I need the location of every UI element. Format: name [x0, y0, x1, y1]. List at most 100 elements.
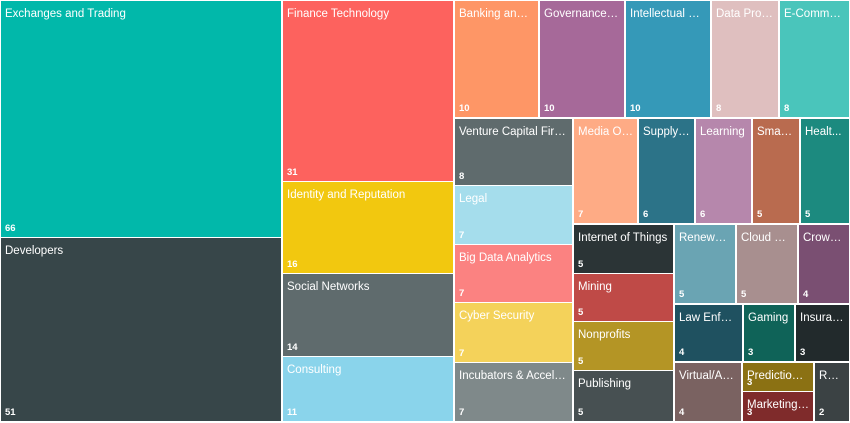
treemap-tile-value: 6 — [700, 209, 706, 220]
treemap-tile-value: 5 — [578, 407, 584, 418]
treemap-tile-value: 5 — [805, 209, 811, 220]
treemap-tile-publishing[interactable]: Publishing 5 — [574, 371, 673, 421]
treemap-tile-value: 16 — [287, 259, 298, 270]
treemap-tile-e-commer[interactable]: E-Commer... 8 — [780, 1, 849, 117]
treemap-tile-label: Exchanges and Trading — [5, 8, 126, 20]
treemap-tile-social-networks[interactable]: Social Networks 14 — [283, 274, 453, 356]
treemap-tile-label: Healt... — [805, 126, 842, 138]
treemap-tile-value: 5 — [679, 289, 685, 300]
treemap-tile-value: 7 — [459, 230, 465, 241]
treemap-tile-marketing[interactable]: Marketing ... 3 — [743, 392, 813, 421]
treemap-tile-value: 2 — [819, 407, 825, 418]
treemap-tile-label: Governance a... — [544, 8, 620, 20]
treemap-tile-label: Cloud Se... — [741, 232, 793, 244]
treemap-tile-value: 4 — [803, 289, 809, 300]
treemap-tile-label: Identity and Reputation — [287, 189, 406, 201]
treemap-tile-value: 66 — [5, 223, 16, 234]
treemap-tile-label: Cyber Security — [459, 310, 535, 322]
treemap-tile-label: Media Ou... — [578, 126, 633, 138]
treemap-tile-media-ou[interactable]: Media Ou... 7 — [574, 119, 637, 223]
treemap-tile-label: Intellectual Pr... — [630, 8, 706, 20]
treemap-tile-label: Renewab... — [679, 232, 731, 244]
treemap-tile-cloud-se[interactable]: Cloud Se... 5 — [737, 225, 797, 303]
treemap-tile-crowd[interactable]: Crowd... 4 — [799, 225, 849, 303]
treemap-tile-virtual-au[interactable]: Virtual/Au... 4 — [675, 363, 741, 421]
treemap-tile-label: Law Enforc... — [679, 312, 738, 324]
treemap-tile-label: Social Networks — [287, 281, 370, 293]
treemap-tile-label: Developers — [5, 245, 64, 257]
treemap-tile-value: 5 — [578, 259, 584, 270]
treemap-tile-healt[interactable]: Healt... 5 — [801, 119, 849, 223]
treemap-tile-label: Data Prove... — [716, 8, 774, 20]
treemap-tile-learning[interactable]: Learning 6 — [696, 119, 751, 223]
treemap-tile-label: Learning — [700, 126, 745, 138]
treemap-tile-value: 31 — [287, 167, 298, 178]
treemap-tile-banking-and-l[interactable]: Banking and L... 10 — [455, 1, 538, 117]
treemap-tile-value: 10 — [630, 103, 641, 114]
treemap-tile-label: Publishing — [578, 378, 632, 390]
treemap-tile-cyber-security[interactable]: Cyber Security 7 — [455, 303, 572, 362]
treemap-tile-incubators-acceler[interactable]: Incubators & Acceler... 7 — [455, 363, 572, 421]
treemap-tile-label: Virtual/Au... — [679, 370, 737, 382]
treemap-tile-intellectual-pr[interactable]: Intellectual Pr... 10 — [626, 1, 710, 117]
treemap-tile-label: Nonprofits — [578, 329, 631, 341]
treemap-tile-law-enforc[interactable]: Law Enforc... 4 — [675, 305, 742, 361]
treemap-tile-label: Mining — [578, 281, 612, 293]
treemap-tile-value: 3 — [747, 377, 753, 388]
treemap-tile-value: 7 — [459, 288, 465, 299]
treemap-tile-label: Incubators & Acceler... — [459, 370, 568, 382]
treemap-tile-identity-and-reputation[interactable]: Identity and Reputation 16 — [283, 182, 453, 273]
treemap-tile-value: 7 — [459, 407, 465, 418]
treemap-tile-value: 10 — [544, 103, 555, 114]
treemap-tile-label: Supply ... — [643, 126, 690, 138]
treemap-tile-smart[interactable]: Smart ... 5 — [753, 119, 799, 223]
treemap-tile-label: E-Commer... — [784, 8, 845, 20]
treemap-tile-value: 8 — [716, 103, 722, 114]
treemap-tile-value: 7 — [578, 209, 584, 220]
treemap-tile-label: Consulting — [287, 364, 342, 376]
treemap-tile-value: 8 — [784, 103, 790, 114]
treemap-tile-value: 3 — [800, 347, 806, 358]
treemap-tile-exchanges-and-trading[interactable]: Exchanges and Trading 66 — [1, 1, 281, 237]
treemap-tile-rea[interactable]: Rea... 2 — [815, 363, 849, 421]
treemap-tile-governance-a[interactable]: Governance a... 10 — [540, 1, 624, 117]
treemap-tile-mining[interactable]: Mining 5 — [574, 274, 673, 321]
treemap-tile-value: 5 — [578, 356, 584, 367]
treemap-tile-prediction[interactable]: Prediction ... 3 — [743, 363, 813, 391]
treemap-tile-value: 14 — [287, 342, 298, 353]
treemap-tile-gaming[interactable]: Gaming 3 — [744, 305, 794, 361]
treemap-tile-developers[interactable]: Developers 51 — [1, 238, 281, 421]
treemap-tile-label: Prediction ... — [747, 370, 809, 382]
treemap-tile-label: Crowd... — [803, 232, 845, 244]
treemap-tile-value: 5 — [741, 289, 747, 300]
treemap-tile-big-data-analytics[interactable]: Big Data Analytics 7 — [455, 245, 572, 302]
treemap-tile-value: 51 — [5, 407, 16, 418]
treemap-tile-label: Big Data Analytics — [459, 252, 552, 264]
treemap-tile-label: Insuran... — [800, 312, 845, 324]
treemap-tile-label: Venture Capital Firms — [459, 126, 568, 138]
treemap-tile-supply[interactable]: Supply ... 6 — [639, 119, 694, 223]
treemap-tile-legal[interactable]: Legal 7 — [455, 186, 572, 244]
treemap-tile-data-prove[interactable]: Data Prove... 8 — [712, 1, 778, 117]
treemap-tile-renewab[interactable]: Renewab... 5 — [675, 225, 735, 303]
treemap-tile-value: 3 — [748, 347, 754, 358]
treemap-tile-nonprofits[interactable]: Nonprofits 5 — [574, 322, 673, 370]
treemap-tile-value: 8 — [459, 171, 465, 182]
treemap-tile-venture-capital-firms[interactable]: Venture Capital Firms 8 — [455, 119, 572, 185]
treemap-tile-label: Banking and L... — [459, 8, 534, 20]
treemap-tile-label: Rea... — [819, 370, 845, 382]
treemap-tile-value: 11 — [287, 407, 298, 418]
treemap-tile-value: 5 — [578, 307, 584, 318]
treemap-tile-label: Smart ... — [757, 126, 795, 138]
treemap-tile-value: 7 — [459, 348, 465, 359]
treemap-tile-consulting[interactable]: Consulting 11 — [283, 357, 453, 421]
treemap-tile-label: Marketing ... — [747, 399, 809, 411]
treemap-tile-insuran[interactable]: Insuran... 3 — [796, 305, 849, 361]
treemap-tile-value: 4 — [679, 347, 685, 358]
treemap-tile-label: Internet of Things — [578, 232, 668, 244]
treemap-tile-value: 10 — [459, 103, 470, 114]
treemap-tile-finance-technology[interactable]: Finance Technology 31 — [283, 1, 453, 181]
treemap-tile-label: Legal — [459, 193, 488, 205]
treemap-tile-internet-of-things[interactable]: Internet of Things 5 — [574, 225, 673, 273]
